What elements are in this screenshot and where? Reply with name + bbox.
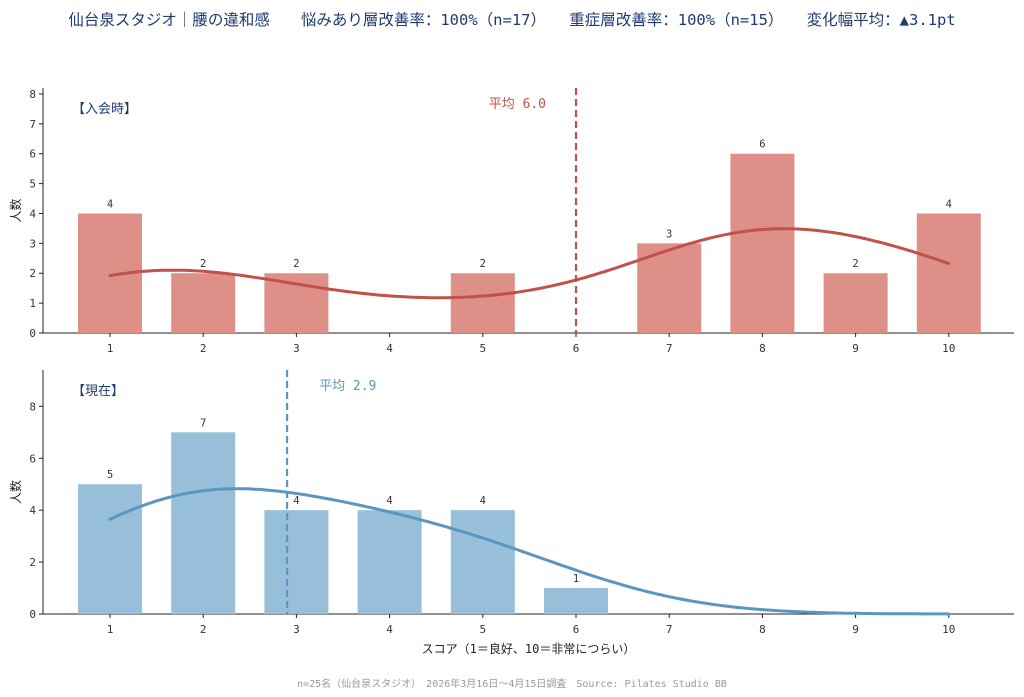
y-tick-label-before: 7 [29, 118, 36, 131]
value-label-after: 4 [293, 495, 299, 507]
x-tick-label-after: 10 [942, 623, 955, 636]
y-tick-label-after: 4 [29, 504, 36, 517]
x-tick-label-after: 2 [200, 623, 207, 636]
x-tick-label-before: 3 [293, 342, 300, 355]
y-tick-label-before: 5 [29, 178, 36, 191]
value-label-after: 4 [480, 495, 486, 507]
bar-before-3 [264, 273, 329, 333]
y-tick-label-after: 2 [29, 556, 36, 569]
x-tick-label-before: 1 [107, 342, 114, 355]
x-tick-label-before: 5 [479, 342, 486, 355]
panel-label-before: 【入会時】 [72, 102, 137, 117]
y-tick-label-after: 8 [29, 400, 36, 413]
bar-before-5 [450, 273, 515, 333]
bar-after-2 [171, 432, 236, 614]
bar-before-10 [916, 213, 981, 333]
value-label-before: 4 [107, 198, 113, 210]
x-tick-label-after: 5 [479, 623, 486, 636]
mean-label-after: 平均 2.9 [319, 379, 376, 394]
bar-before-9 [823, 273, 888, 333]
y-tick-label-before: 4 [29, 207, 36, 220]
value-label-after: 7 [200, 417, 206, 429]
bar-after-5 [450, 510, 515, 614]
x-tick-label-after: 7 [666, 623, 673, 636]
panel-label-after: 【現在】 [72, 384, 124, 399]
x-tick-label-before: 8 [759, 342, 766, 355]
y-tick-label-before: 3 [29, 237, 36, 250]
chart-title: 仙台泉スタジオ｜腰の違和感 悩みあり層改善率：100%（n=17） 重症層改善率… [68, 11, 956, 29]
y-tick-label-before: 1 [29, 297, 36, 310]
y-axis-label-after: 人数 [8, 480, 23, 504]
panel-before: 0 1 2 3 4 5 6 7 8 人数 1 4 2 2 3 2 4 5 2 6 7 3 8 6 9 2 10 4 平均 6.0 【入会時… [8, 88, 1014, 355]
y-tick-label-before: 0 [29, 327, 36, 340]
value-label-after: 4 [386, 495, 392, 507]
x-tick-label-after: 3 [293, 623, 300, 636]
value-label-before: 6 [759, 139, 765, 151]
bar-after-3 [264, 510, 329, 614]
value-label-before: 2 [293, 258, 299, 270]
value-label-before: 2 [480, 258, 486, 270]
y-tick-label-before: 8 [29, 88, 36, 101]
x-tick-label-before: 4 [386, 342, 393, 355]
x-tick-label-before: 10 [942, 342, 955, 355]
value-label-after: 1 [573, 573, 579, 585]
y-tick-label-before: 2 [29, 267, 36, 280]
value-label-before: 2 [200, 258, 206, 270]
bar-after-4 [357, 510, 422, 614]
x-tick-label-before: 6 [573, 342, 580, 355]
bar-after-1 [78, 484, 142, 614]
bar-before-8 [730, 153, 795, 333]
value-label-before: 3 [666, 228, 672, 240]
value-label-before: 2 [852, 258, 858, 270]
y-tick-label-before: 6 [29, 148, 36, 161]
x-tick-label-after: 6 [573, 623, 580, 636]
panel-after: 0 2 4 6 8 人数 1 5 2 7 3 4 4 4 5 4 6 1 7 8 9 10 平均 2.9 【現在】スコア（1＝… [8, 370, 1014, 656]
x-tick-label-before: 9 [852, 342, 859, 355]
value-label-after: 5 [107, 469, 113, 481]
density-curve-after [108, 487, 951, 616]
y-axis-label-before: 人数 [8, 198, 23, 222]
mean-label-before: 平均 6.0 [489, 97, 546, 112]
x-tick-label-after: 8 [759, 623, 766, 636]
y-tick-label-after: 0 [29, 608, 36, 621]
bar-before-2 [171, 273, 236, 333]
x-tick-label-after: 4 [386, 623, 393, 636]
x-tick-label-after: 1 [107, 623, 114, 636]
y-tick-label-after: 6 [29, 452, 36, 465]
value-label-before: 4 [946, 198, 952, 210]
density-curve-before [108, 227, 951, 300]
bar-after-6 [544, 588, 608, 614]
x-tick-label-before: 7 [666, 342, 673, 355]
x-tick-label-after: 9 [852, 623, 859, 636]
footer-note: n=25名（仙台泉スタジオ） 2026年3月16日～4月15日調査 Source… [297, 679, 727, 690]
x-axis-label-after: スコア（1＝良好、10＝非常につらい） [422, 641, 636, 656]
x-tick-label-before: 2 [200, 342, 207, 355]
